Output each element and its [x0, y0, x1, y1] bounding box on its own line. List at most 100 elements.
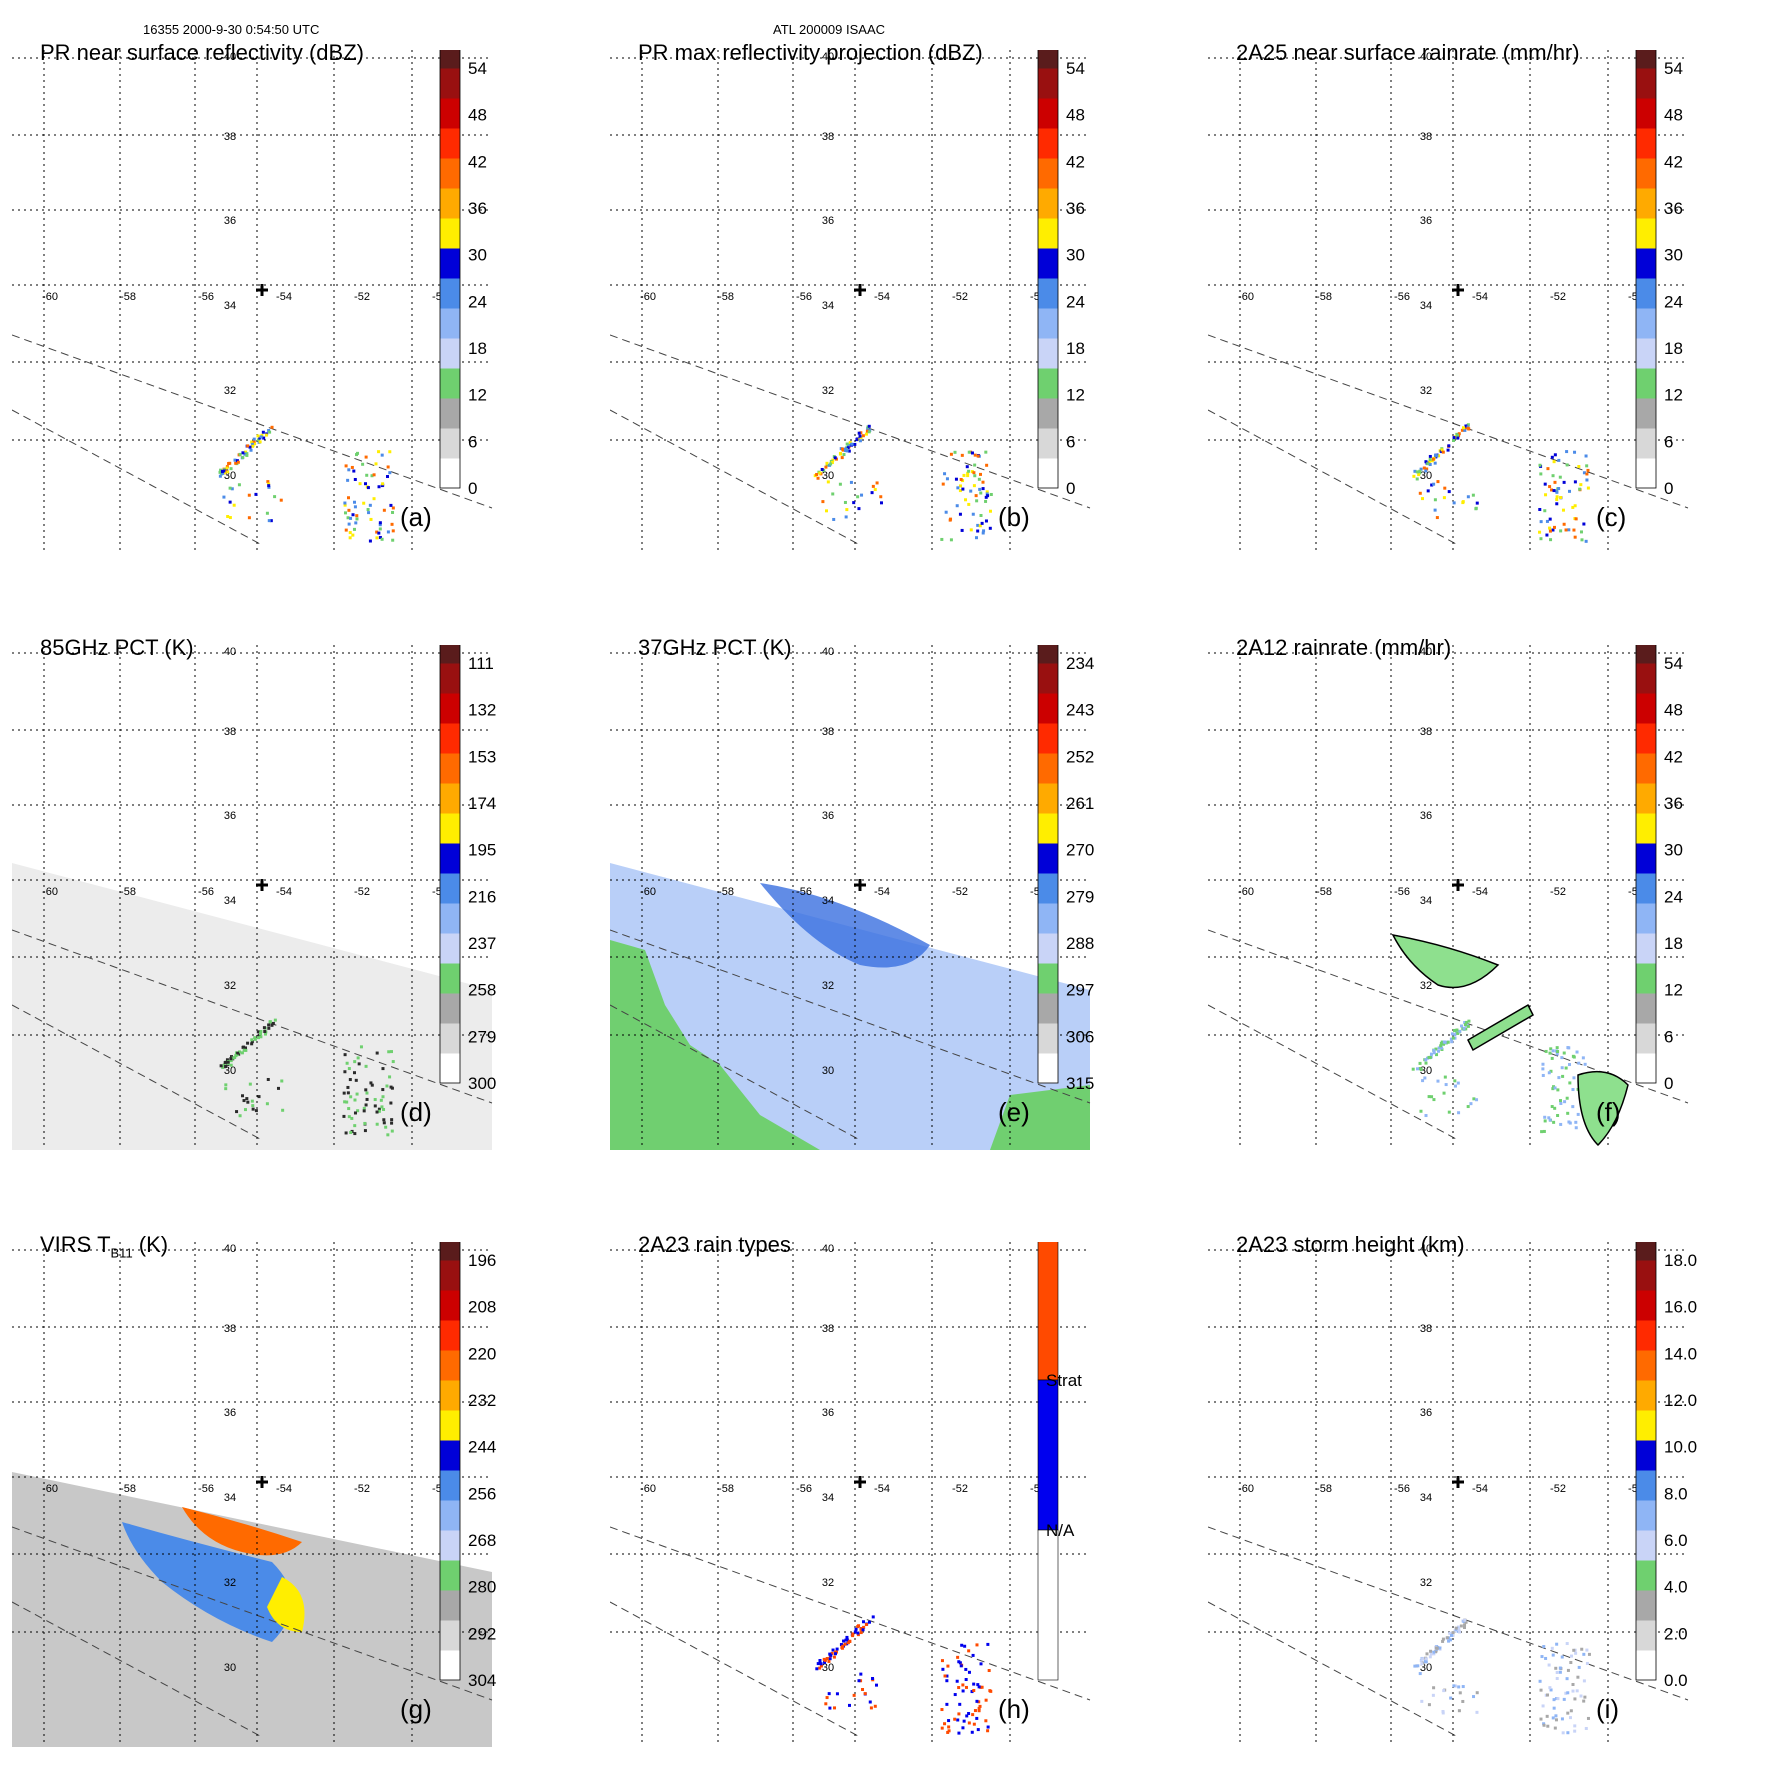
rain-pixel: [389, 1085, 393, 1089]
rain-pixel: [954, 477, 958, 481]
rain-pixel: [245, 453, 249, 457]
rain-pixel: [390, 1050, 394, 1054]
colorbar-label: 252: [1066, 747, 1094, 766]
rain-pixel: [971, 1713, 975, 1717]
colorbar-segment: [1038, 50, 1058, 69]
colorbar-label: 12: [1066, 386, 1085, 405]
rain-pixel: [246, 444, 250, 448]
rain-pixel: [1450, 1633, 1454, 1637]
rain-pixel: [959, 1664, 963, 1668]
rain-pixel: [231, 1056, 235, 1060]
panel-g-label: (g): [400, 1694, 432, 1724]
rain-pixel: [1548, 517, 1552, 521]
pr-swath-edge-north: [1208, 334, 1689, 509]
rain-pixel: [1584, 539, 1588, 543]
rain-pixel: [1460, 1024, 1464, 1028]
rain-pixel: [228, 516, 232, 520]
lon-tick-label: -52: [952, 1483, 968, 1495]
rain-pixel: [268, 1020, 272, 1024]
colorbar-segment: [1636, 843, 1656, 874]
rain-pixel: [861, 434, 865, 438]
rain-pixel: [946, 1730, 950, 1734]
rain-pixel: [861, 1688, 865, 1692]
rain-pixel: [972, 1682, 976, 1686]
rain-pixel: [1555, 498, 1559, 502]
colorbar-label: 292: [468, 1624, 496, 1643]
rain-pixel: [1546, 467, 1550, 471]
colorbar-segment: [1038, 188, 1058, 219]
colorbar-segment: [1636, 68, 1656, 99]
rain-pixel: [1462, 426, 1466, 430]
colorbar-segment: [1037, 1529, 1059, 1681]
colorbar-label: 6.0: [1664, 1531, 1688, 1550]
colorbar-segment: [440, 903, 460, 934]
rain-pixel: [1447, 490, 1451, 494]
rain-pixel: [976, 1683, 980, 1687]
colorbar-label: 48: [468, 106, 487, 125]
rain-pixel: [979, 472, 983, 476]
rain-pixel: [969, 528, 973, 532]
colorbar-segment: [440, 873, 460, 904]
lat-tick-label: 36: [1420, 215, 1432, 227]
rain-pixel: [831, 492, 835, 496]
rain-pixel: [844, 448, 848, 452]
rain-pixel: [1433, 498, 1437, 502]
lat-tick-label: 38: [822, 1323, 834, 1335]
lat-tick-label: 34: [822, 1492, 834, 1504]
rain-pixel: [382, 508, 386, 512]
rain-pixel: [971, 512, 975, 516]
rain-pixel: [1452, 436, 1456, 440]
rain-pixel: [956, 1655, 960, 1659]
rain-pixel: [352, 527, 356, 531]
rain-pixel: [1563, 1100, 1567, 1104]
rain-pixel: [354, 521, 358, 525]
rain-pixel: [269, 519, 273, 523]
rain-pixel: [236, 1051, 240, 1055]
rain-pixel: [957, 1731, 961, 1735]
rain-pixel: [941, 482, 945, 486]
colorbar-segment: [1038, 813, 1058, 844]
rain-pixel: [238, 1050, 242, 1054]
rain-pixel: [1420, 1699, 1424, 1703]
rain-pixel: [835, 1692, 839, 1696]
rain-pixel: [856, 1625, 860, 1629]
rain-pixel: [852, 501, 856, 505]
rain-pixel: [1560, 1655, 1564, 1659]
rain-pixel: [1453, 1079, 1457, 1083]
colorbar-segment: [1636, 783, 1656, 814]
lat-tick-label: 30: [822, 1065, 834, 1077]
rain-pixel: [945, 1702, 949, 1706]
colorbar-label: 304: [468, 1671, 496, 1690]
rain-pixel: [1544, 493, 1548, 497]
colorbar-segment: [1636, 428, 1656, 459]
rain-pixel: [1557, 458, 1561, 462]
rain-pixel: [1418, 469, 1422, 473]
rain-pixel: [365, 1097, 369, 1101]
rain-area-2a12-east: [1577, 1070, 1629, 1147]
colorbar-label: 6: [1066, 432, 1075, 451]
pr-swath-edge-north: [12, 334, 493, 509]
rain-pixel: [1555, 1046, 1559, 1050]
rain-pixel: [1562, 480, 1566, 484]
rain-pixel: [947, 1725, 951, 1729]
rain-pixel: [969, 489, 973, 493]
rain-pixel: [1585, 1661, 1589, 1665]
rain-pixel: [1461, 1685, 1465, 1689]
rain-pixel: [957, 1686, 961, 1690]
panel-d-title: 85GHz PCT (K): [40, 635, 194, 661]
lon-tick-label: -60: [640, 291, 656, 303]
rain-pixel: [265, 511, 269, 515]
lat-tick-label: 32: [224, 980, 236, 992]
rain-pixel: [816, 476, 820, 480]
rain-pixel: [346, 478, 350, 482]
rain-pixel: [370, 474, 374, 478]
rain-pixel: [840, 1645, 844, 1649]
rain-pixel: [957, 1660, 961, 1664]
rain-pixel: [362, 501, 366, 505]
colorbar-segment: [1636, 663, 1656, 694]
rain-pixel: [1572, 1076, 1576, 1080]
pr-swath-edge-south: [1208, 1601, 1459, 1738]
rain-pixel: [972, 471, 976, 475]
colorbar-segment: [1038, 368, 1058, 399]
lon-tick-label: -52: [354, 291, 370, 303]
